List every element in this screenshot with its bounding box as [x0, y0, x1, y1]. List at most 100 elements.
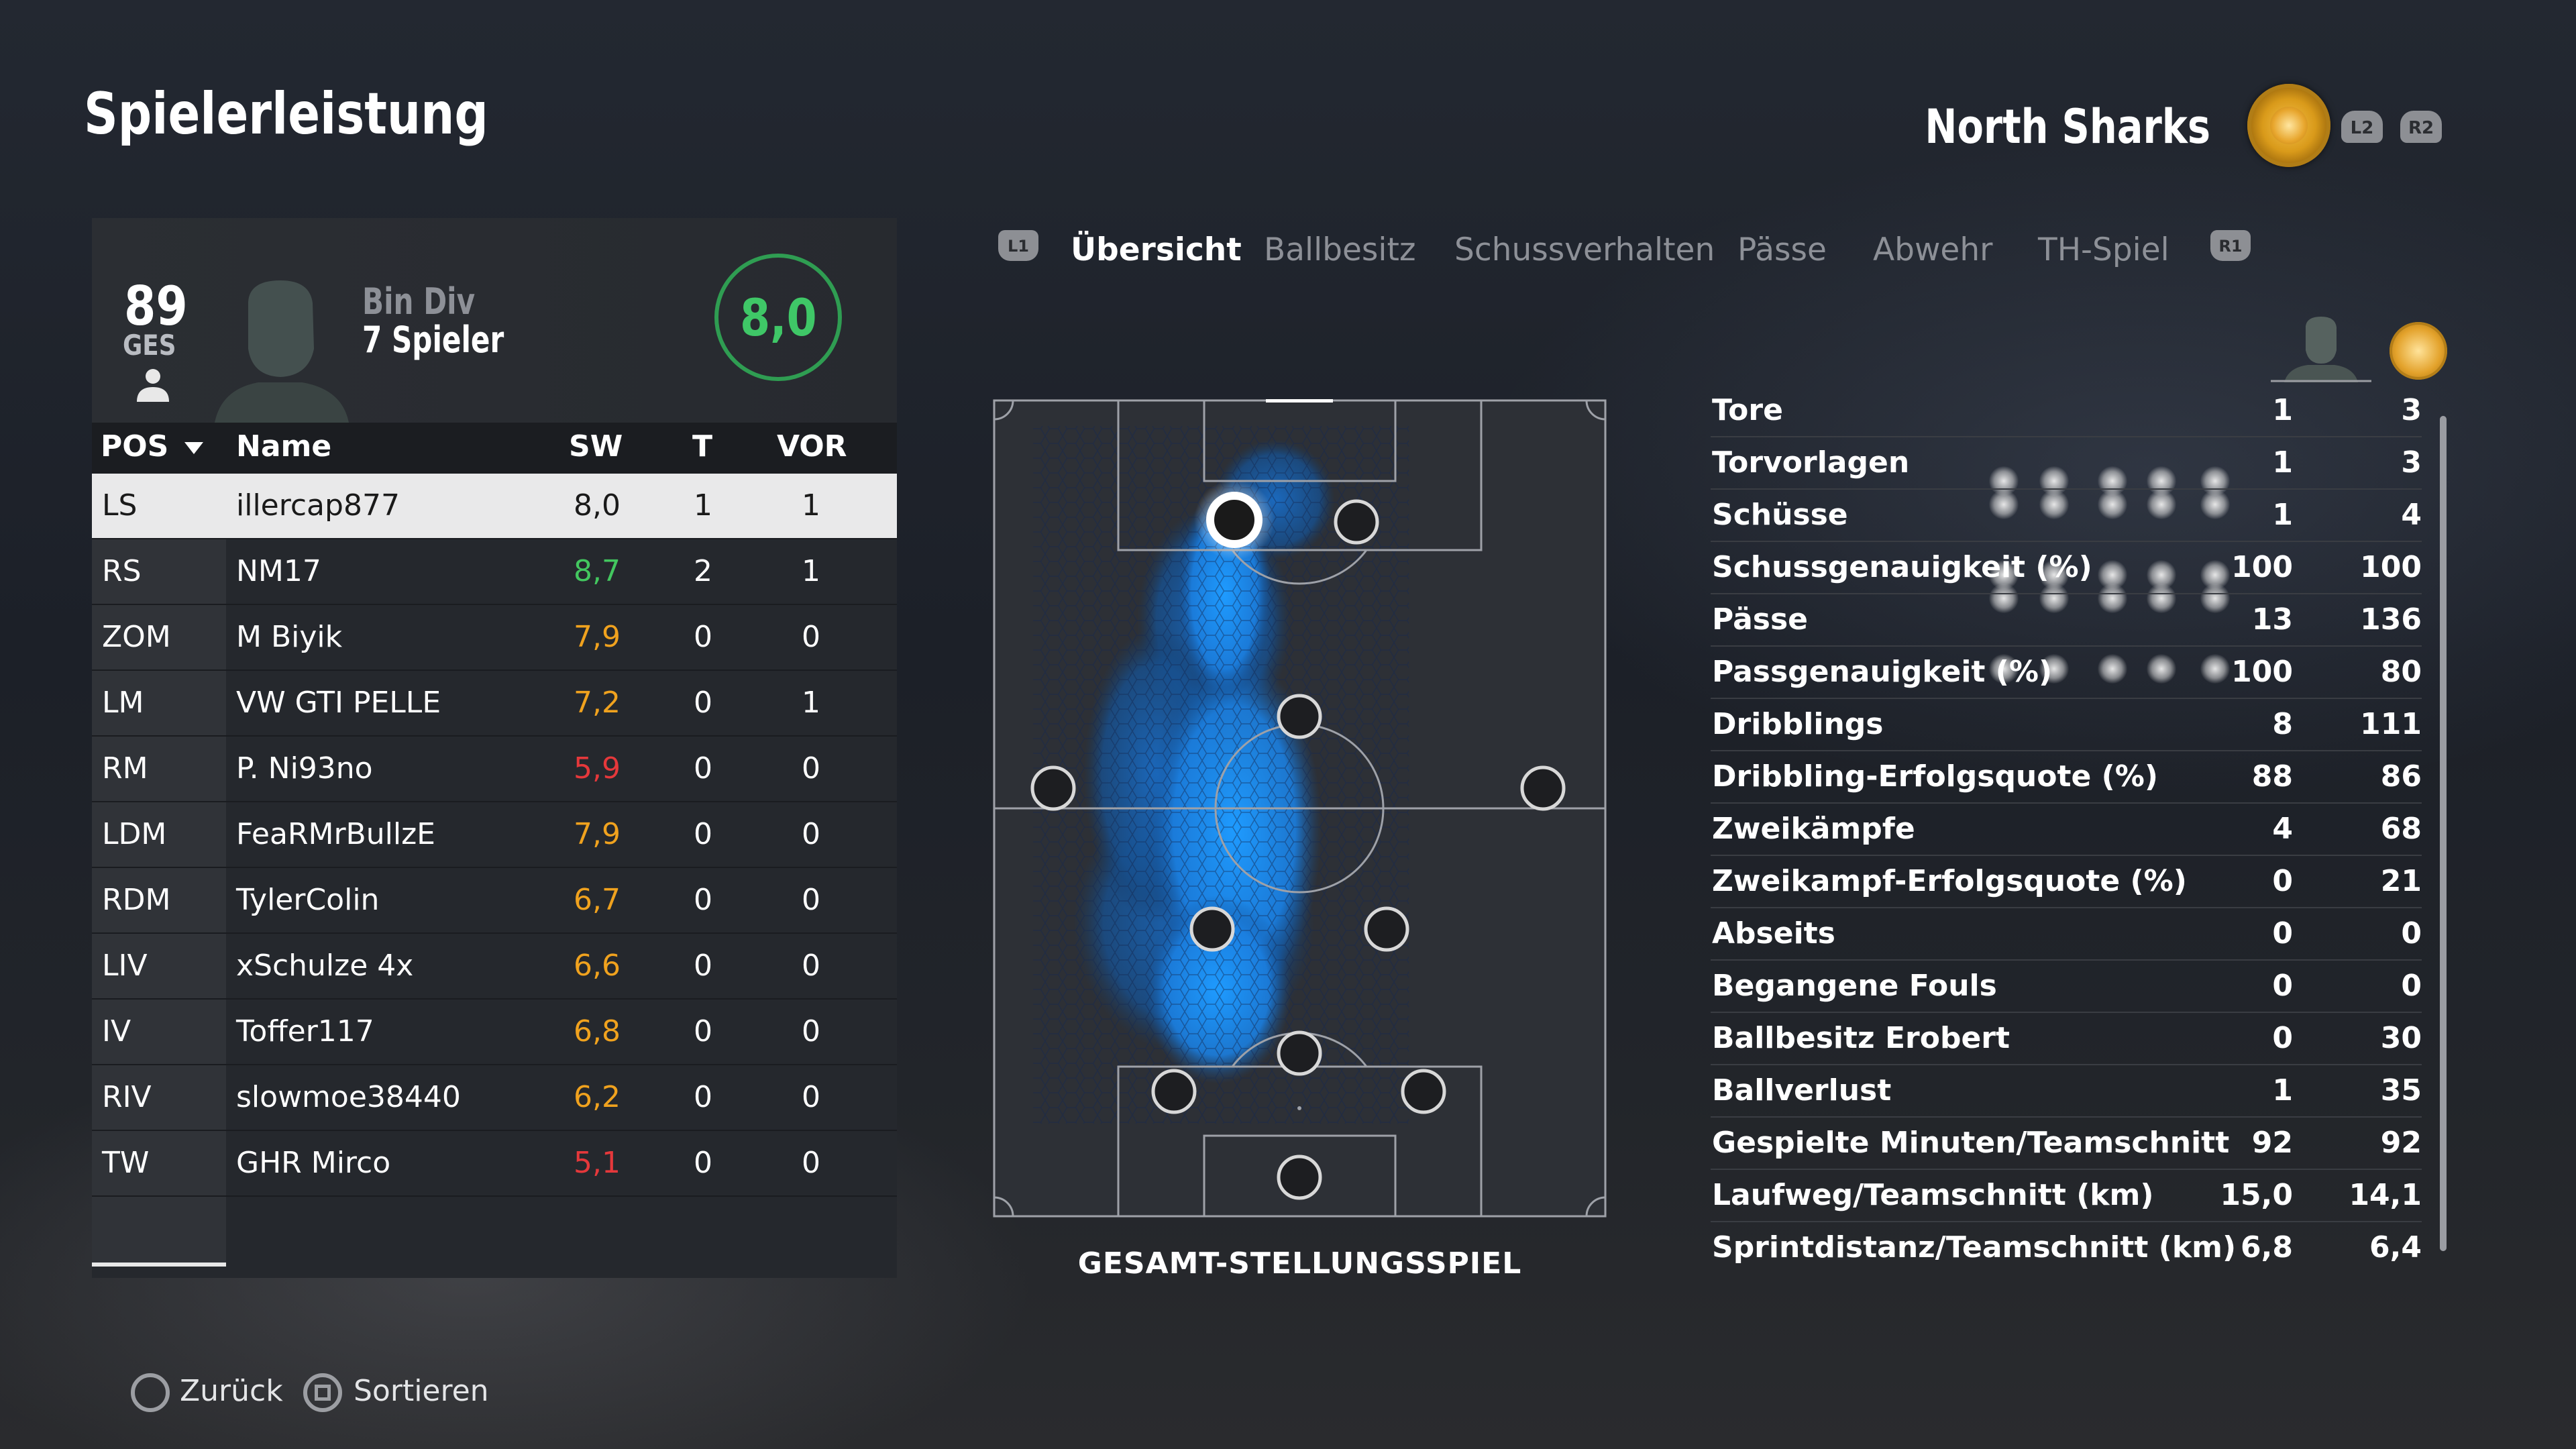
- stat-label: Abseits: [1712, 916, 1835, 951]
- l2-trigger-icon[interactable]: L2: [2341, 111, 2383, 143]
- cell-pos: RS: [102, 554, 142, 588]
- player-marker: [1030, 765, 1076, 811]
- cell-pos: RDM: [102, 883, 171, 917]
- table-row[interactable]: IV Toffer117 6,8 0 0: [92, 1000, 897, 1065]
- cell-vor: 0: [802, 1014, 820, 1049]
- cell-pos: ZOM: [102, 620, 171, 654]
- table-row[interactable]: RIV slowmoe38440 6,2 0 0: [92, 1065, 897, 1131]
- column-header-pos-label: POS: [101, 429, 169, 464]
- stat-label: Schussgenauigkeit (%): [1712, 550, 2092, 584]
- stat-label: Pässe: [1712, 602, 1808, 637]
- cell-vor: 0: [802, 620, 820, 654]
- l1-bumper-icon[interactable]: L1: [998, 230, 1038, 261]
- player-marker: [1277, 1030, 1322, 1076]
- sort-button[interactable]: Sortieren: [354, 1374, 489, 1408]
- stat-row: Dribbling-Erfolgsquote (%) 88 86: [1711, 750, 2422, 804]
- stat-row: Ballbesitz Erobert 0 30: [1711, 1012, 2422, 1065]
- cell-vor: 1: [802, 686, 820, 720]
- stat-label: Torvorlagen: [1712, 445, 1910, 480]
- stat-player: 1: [2272, 445, 2293, 480]
- column-header-pos[interactable]: POS: [101, 429, 203, 464]
- table-row[interactable]: RS NM17 8,7 2 1: [92, 539, 897, 605]
- cell-vor: 0: [802, 751, 820, 786]
- cell-name: xSchulze 4x: [236, 949, 414, 983]
- stats-scrollbar-thumb[interactable]: [2440, 416, 2447, 1251]
- table-row[interactable]: TW GHR Mirco 5,1 0 0: [92, 1131, 897, 1197]
- square-button-icon[interactable]: [303, 1373, 342, 1412]
- cell-pos: RM: [102, 751, 148, 786]
- stat-team: 14,1: [2349, 1178, 2422, 1212]
- stat-player: 88: [2251, 759, 2293, 794]
- back-button[interactable]: Zurück: [180, 1374, 283, 1408]
- table-row[interactable]: LS illercap877 8,0 1 1: [92, 474, 897, 539]
- cell-name: illercap877: [236, 488, 400, 523]
- cell-t: 0: [694, 817, 712, 851]
- stat-player: 100: [2231, 550, 2293, 584]
- team-rating-value: 8,0: [739, 287, 817, 347]
- table-row[interactable]: RM P. Ni93no 5,9 0 0: [92, 737, 897, 802]
- stat-team: 3: [2401, 393, 2422, 427]
- stat-player: 0: [2272, 969, 2293, 1003]
- table-row[interactable]: RDM TylerColin 6,7 0 0: [92, 868, 897, 934]
- team-name: North Sharks: [1925, 99, 2210, 154]
- stat-row: Passgenauigkeit (%) 100 80: [1711, 645, 2422, 699]
- table-scroll-indicator: [92, 1263, 226, 1267]
- stat-player: 92: [2251, 1126, 2293, 1160]
- tab-uebersicht[interactable]: Übersicht: [1071, 231, 1242, 268]
- cell-t: 0: [694, 1080, 712, 1114]
- circle-button-icon[interactable]: [131, 1373, 170, 1412]
- r1-bumper-icon[interactable]: R1: [2210, 230, 2251, 261]
- cell-sw: 6,7: [574, 883, 621, 917]
- player-marker: [1520, 765, 1566, 811]
- stat-row: Schussgenauigkeit (%) 100 100: [1711, 541, 2422, 594]
- player-marker: [1401, 1069, 1446, 1114]
- cell-pos: LM: [102, 686, 144, 720]
- cell-vor: 0: [802, 949, 820, 983]
- stat-team: 0: [2401, 916, 2422, 951]
- cell-pos: LIV: [102, 949, 148, 983]
- r2-trigger-icon[interactable]: R2: [2400, 111, 2442, 143]
- stadium-light: [2200, 584, 2230, 613]
- stat-row: Zweikämpfe 4 68: [1711, 802, 2422, 856]
- stat-team: 21: [2380, 864, 2422, 898]
- tab-paesse[interactable]: Pässe: [1737, 231, 1827, 268]
- stat-label: Begangene Fouls: [1712, 969, 1997, 1003]
- stat-label: Sprintdistanz/Teamschnitt (km): [1712, 1230, 2237, 1265]
- column-header-sw[interactable]: SW: [569, 429, 623, 464]
- stat-team: 80: [2380, 655, 2422, 689]
- tab-th-spiel[interactable]: TH-Spiel: [2038, 231, 2169, 268]
- player-marker: [1277, 694, 1322, 739]
- tab-abwehr[interactable]: Abwehr: [1873, 231, 1993, 268]
- cell-pos: RIV: [102, 1080, 152, 1114]
- stat-team: 68: [2380, 812, 2422, 846]
- stat-player: 15,0: [2220, 1178, 2293, 1212]
- column-header-name[interactable]: Name: [236, 429, 332, 464]
- player-marker: [1364, 906, 1409, 952]
- stat-row: Torvorlagen 1 3: [1711, 436, 2422, 490]
- cell-name: GHR Mirco: [236, 1146, 391, 1180]
- stat-row: Tore 1 3: [1711, 384, 2422, 437]
- table-row[interactable]: LDM FeaRMrBullzE 7,9 0 0: [92, 802, 897, 868]
- stat-row: Abseits 0 0: [1711, 907, 2422, 961]
- cell-name: VW GTI PELLE: [236, 686, 441, 720]
- table-row[interactable]: LIV xSchulze 4x 6,6 0 0: [92, 934, 897, 1000]
- stat-player: 0: [2272, 864, 2293, 898]
- stat-row: Schüsse 1 4: [1711, 488, 2422, 542]
- cell-vor: 0: [802, 883, 820, 917]
- person-icon: [137, 369, 169, 402]
- stat-row: Laufweg/Teamschnitt (km) 15,0 14,1: [1711, 1169, 2422, 1222]
- stat-team: 0: [2401, 969, 2422, 1003]
- cell-name: M Biyik: [236, 620, 343, 654]
- cell-pos: LDM: [102, 817, 167, 851]
- tab-schussverhalten[interactable]: Schussverhalten: [1454, 231, 1715, 268]
- table-row[interactable]: LM VW GTI PELLE 7,2 0 1: [92, 671, 897, 737]
- column-header-vor[interactable]: VOR: [777, 429, 847, 464]
- stat-label: Ballverlust: [1712, 1073, 1892, 1108]
- team-crest-icon: [2247, 84, 2330, 167]
- stat-player: 4: [2272, 812, 2293, 846]
- column-header-t[interactable]: T: [692, 429, 713, 464]
- sort-arrow-down-icon: [184, 442, 203, 454]
- cell-name: P. Ni93no: [236, 751, 373, 786]
- tab-ballbesitz[interactable]: Ballbesitz: [1264, 231, 1416, 268]
- table-row[interactable]: ZOM M Biyik 7,9 0 0: [92, 605, 897, 671]
